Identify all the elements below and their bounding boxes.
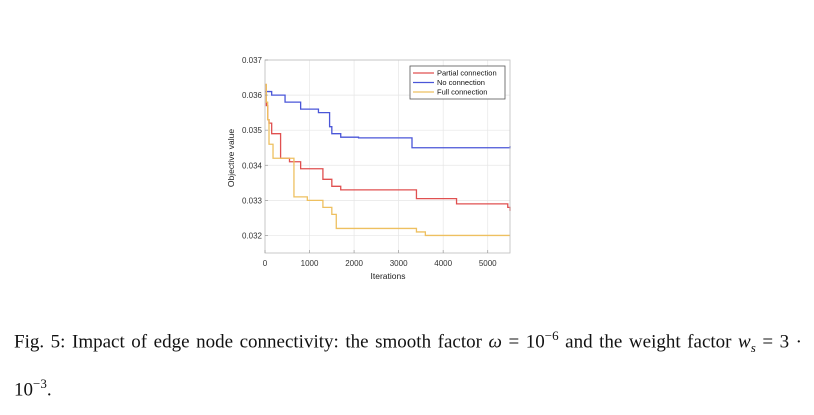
omega-base: 10	[525, 331, 545, 353]
y-tick-label: 0.035	[242, 126, 263, 135]
legend-box	[409, 65, 506, 100]
caption-middle: and the weight factor	[558, 331, 739, 353]
tick-labels: 0 1000 2000 3000 4000 5000 0.032 0.033 0.034 0.03…	[242, 56, 497, 268]
x-tick-label: 4000	[434, 259, 452, 268]
y-tick-label: 0.036	[242, 91, 263, 100]
y-tick-label: 0.032	[242, 231, 263, 240]
plot-frame	[264, 59, 511, 254]
w-exponent: −3	[33, 376, 47, 392]
legend-entry-label: Partial connection	[437, 69, 497, 78]
w-value: = 3 · 10	[14, 331, 803, 401]
y-tick-label: 0.037	[242, 56, 263, 65]
x-tick-label: 5000	[479, 259, 497, 268]
x-axis-label: Iterations	[371, 271, 406, 281]
legend-entry-label: No connection	[437, 78, 485, 87]
w-subscript: s	[750, 340, 756, 356]
series-group	[265, 83, 511, 237]
w-symbol: w	[738, 331, 751, 353]
y-axis-label: Objective value	[226, 129, 236, 187]
x-tick-label: 1000	[301, 259, 319, 268]
legend-entry-label: Full connection	[437, 88, 487, 97]
omega-equals: =	[501, 331, 526, 353]
x-tick-label: 0	[263, 259, 268, 268]
x-tick-label: 2000	[345, 259, 363, 268]
x-tick-label: 3000	[390, 259, 408, 268]
series-line-2	[265, 90, 511, 149]
y-tick-label: 0.034	[242, 161, 263, 170]
chart: 0 1000 2000 3000 4000 5000 0.032 0.033 0.034 0.03…	[226, 56, 511, 281]
figure-caption: Fig. 5: Impact of edge node connectivity…	[14, 318, 802, 408]
series-line-3	[265, 83, 510, 237]
caption-end: .	[46, 379, 52, 401]
figure: 0 1000 2000 3000 4000 5000 0.032 0.033 0.034 0.03…	[226, 56, 511, 281]
omega-exponent: −6	[544, 328, 559, 343]
y-tick-label: 0.033	[242, 196, 263, 205]
caption-prefix: Fig. 5: Impact of edge node connectivity…	[14, 331, 489, 353]
omega-symbol: ω	[488, 331, 502, 353]
